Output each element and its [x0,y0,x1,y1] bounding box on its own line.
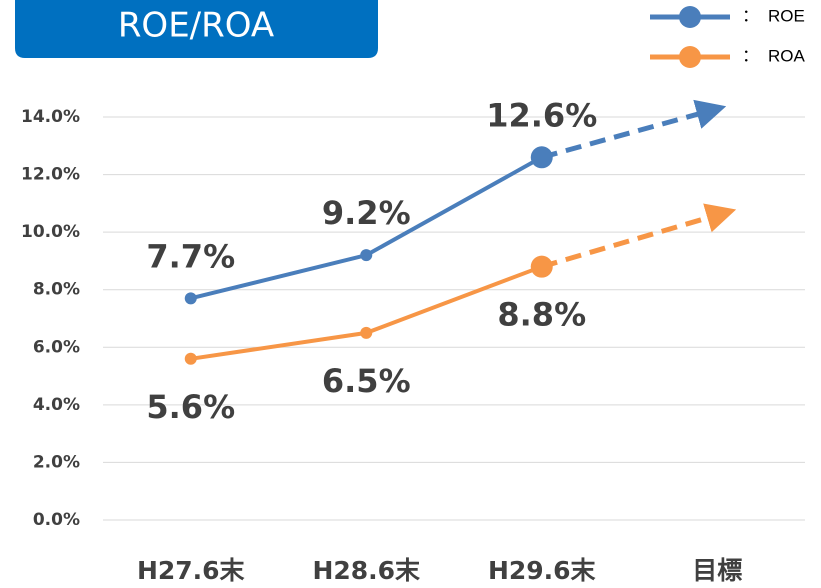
y-tick-label: 0.0% [33,510,80,530]
legend-marker [679,6,701,28]
value-label: 12.6% [486,96,597,134]
x-tick-label: H29.6末 [488,556,596,585]
value-label: 8.8% [497,296,586,334]
point [360,249,373,262]
point [530,255,553,278]
point [184,352,197,365]
point [360,326,373,339]
legend-colon: ： [742,6,759,25]
value-label: 6.5% [322,362,411,400]
value-label: 9.2% [322,194,411,232]
x-tick-label: H28.6末 [312,556,420,585]
y-tick-label: 8.0% [33,280,80,300]
y-tick-label: 2.0% [33,452,80,472]
value-label: 7.7% [146,237,235,275]
y-tick-label: 12.0% [21,165,80,185]
x-tick-label: H27.6末 [137,556,245,585]
y-tick-label: 14.0% [21,107,80,127]
trend-arrow [541,203,737,270]
point [530,146,553,169]
trend-arrow [541,99,727,160]
series-line [190,264,543,361]
legend-label: ROA [768,46,806,65]
chart-title: ROE/ROA [118,6,274,46]
point [184,292,197,305]
legend-colon: ： [742,46,759,65]
x-tick-label: 目標 [692,556,742,585]
title-box [15,0,378,58]
y-tick-label: 10.0% [21,222,80,242]
value-label: 5.6% [146,388,235,426]
y-tick-label: 6.0% [33,337,80,357]
y-tick-label: 4.0% [33,395,80,415]
legend-label: ROE [768,6,805,25]
legend-marker [679,46,701,68]
